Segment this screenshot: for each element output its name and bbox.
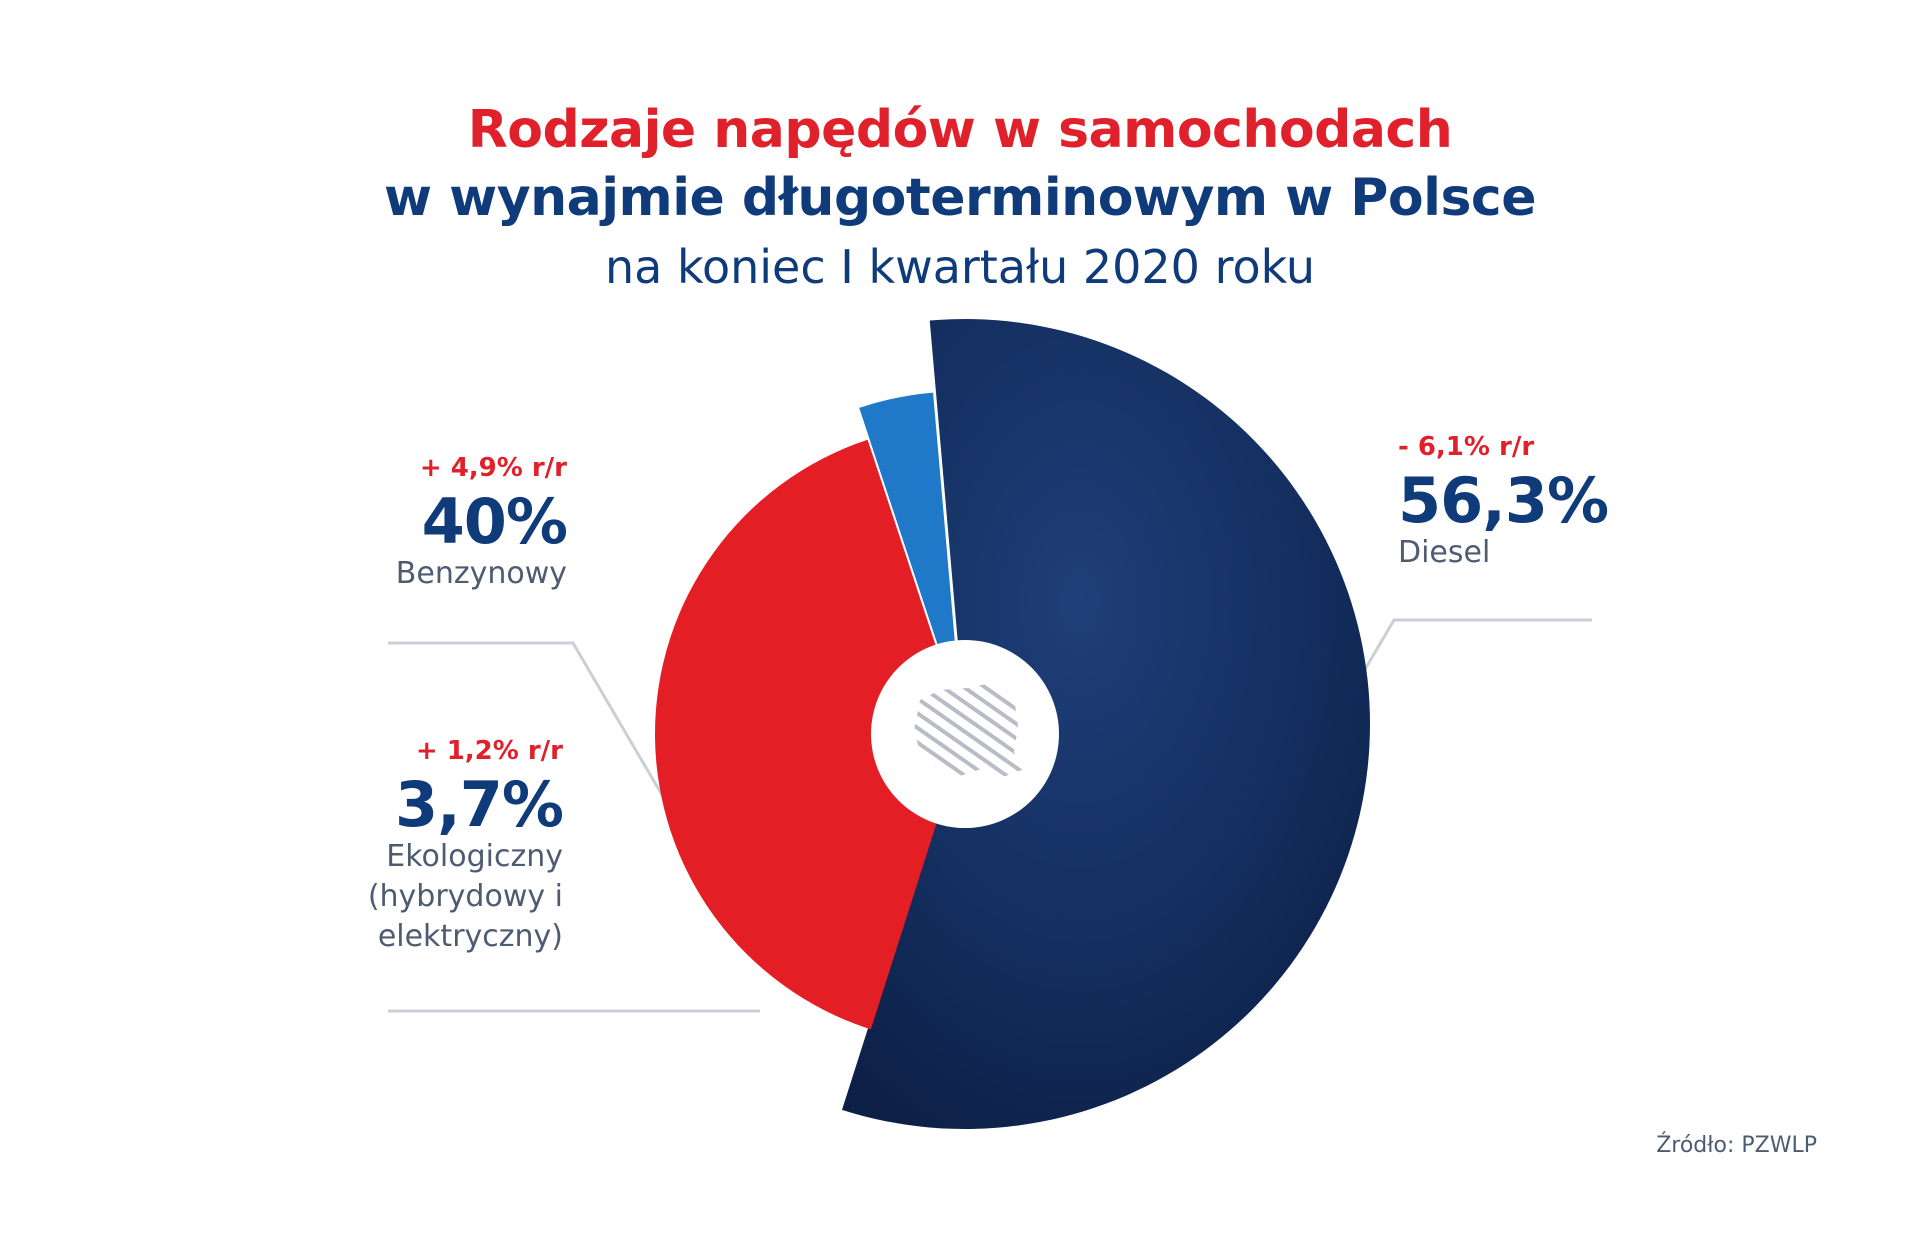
chart-title-line2: w wynajmie długoterminowym w Polsce [384,168,1536,228]
leader-benzyna [388,641,674,813]
diesel-name: Diesel [1398,535,1491,570]
pie-slice-benzyna [655,439,965,1030]
chart-title-line1: Rodzaje napędów w samochodach [467,100,1453,160]
eko-change: + 1,2% r/r [415,736,563,766]
label-benzyna: + 4,9% r/r 40% Benzynowy [395,453,568,594]
eko-name-line3: elektryczny) [377,919,563,954]
pie-slice-diesel [842,319,1370,1130]
eko-percent: 3,7% [395,768,564,841]
benzyna-percent: 40% [421,485,568,558]
poland-map-icon [914,682,1022,778]
source-note: Źródło: PZWLP [1656,1133,1817,1158]
benzyna-change: + 4,9% r/r [419,453,567,483]
pie-slice-eko [859,392,962,717]
diesel-change: - 6,1% r/r [1398,432,1535,462]
eko-name-line2: (hybrydowy i [367,879,563,914]
benzyna-name: Benzynowy [395,556,567,591]
pie-slices [655,319,1370,1130]
diesel-percent: 56,3% [1398,464,1609,537]
label-diesel: - 6,1% r/r 56,3% Diesel [1398,432,1609,573]
chart-subtitle: na koniec I kwartału 2020 roku [605,240,1315,294]
label-eko: + 1,2% r/r 3,7% Ekologiczny (hybrydowy i… [367,736,564,957]
eko-name-line1: Ekologiczny [386,839,563,874]
